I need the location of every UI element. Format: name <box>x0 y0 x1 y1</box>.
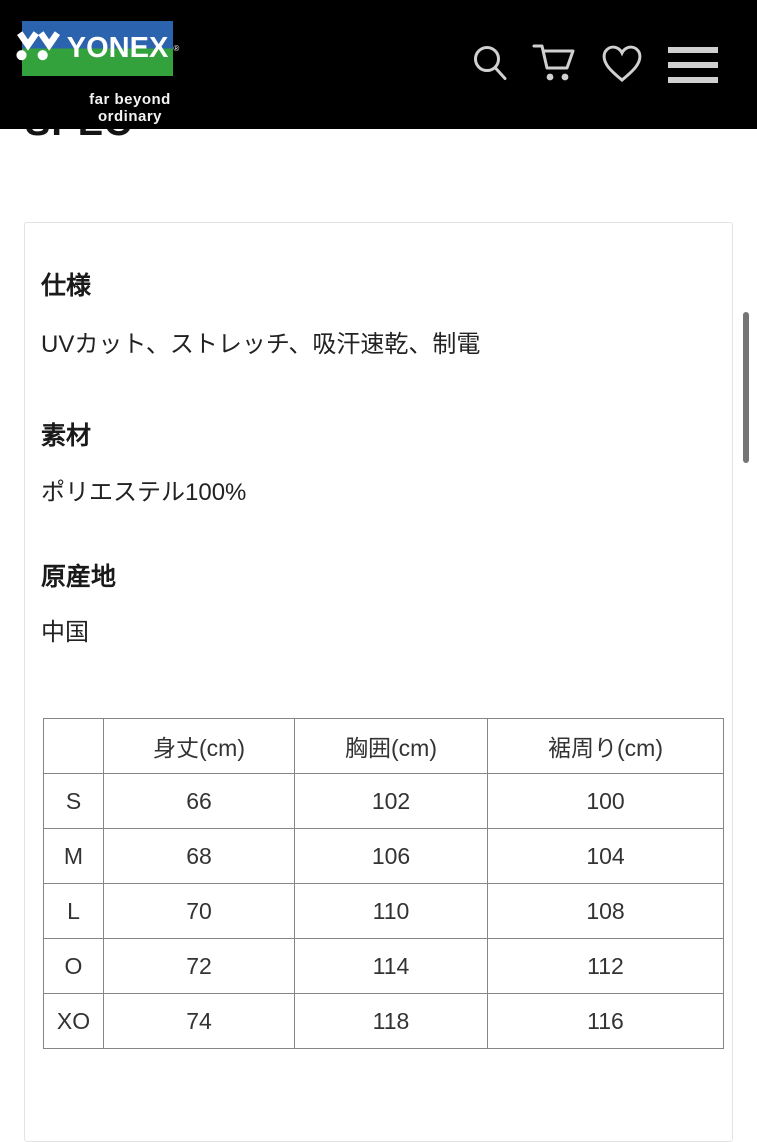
table-row: S 66 102 100 <box>43 773 724 829</box>
origin-value: 中国 <box>41 619 89 646</box>
registered-mark: ® <box>173 44 180 53</box>
measurement-cell: 68 <box>103 828 295 884</box>
site-header: YONEX ® far beyond ordinary <box>0 0 757 129</box>
length-column-header: 身丈(cm) <box>103 718 295 774</box>
origin-label: 原産地 <box>41 563 117 591</box>
table-row: O 72 114 112 <box>43 938 724 994</box>
size-table-body: S 66 102 100 M 68 106 104 L 70 110 108 O 72 114 112 XO 74… <box>43 773 724 1049</box>
measurement-cell: 70 <box>103 883 295 939</box>
table-row: L 70 110 108 <box>43 883 724 939</box>
specs-label: 仕様 <box>41 272 92 300</box>
measurement-cell: 110 <box>294 883 488 939</box>
measurement-cell: 112 <box>487 938 724 994</box>
hem-column-header: 裾周り(cm) <box>487 718 724 774</box>
logo-wordmark: YONEX <box>66 32 169 64</box>
table-row: XO 74 118 116 <box>43 993 724 1049</box>
size-label-cell: S <box>43 773 104 829</box>
size-label-cell: M <box>43 828 104 884</box>
material-label: 素材 <box>41 422 92 450</box>
table-header-row: 身丈(cm) 胸囲(cm) 裾周り(cm) <box>43 718 724 774</box>
measurement-cell: 118 <box>294 993 488 1049</box>
measurement-cell: 74 <box>103 993 295 1049</box>
material-value: ポリエステル100% <box>41 479 247 506</box>
logo-tagline: far beyond ordinary <box>89 91 171 125</box>
measurement-cell: 104 <box>487 828 724 884</box>
size-label-cell: O <box>43 938 104 994</box>
size-column-header <box>43 718 104 774</box>
measurement-cell: 102 <box>294 773 488 829</box>
size-chart-table: 身丈(cm) 胸囲(cm) 裾周り(cm) S 66 102 100 M 68 106 104… <box>43 718 724 1049</box>
measurement-cell: 108 <box>487 883 724 939</box>
measurement-cell: 106 <box>294 828 488 884</box>
size-label-cell: L <box>43 883 104 939</box>
yonex-logo-mark-icon <box>16 31 62 66</box>
measurement-cell: 72 <box>103 938 295 994</box>
chest-column-header: 胸囲(cm) <box>294 718 488 774</box>
yonex-logo[interactable]: YONEX ® <box>16 21 179 76</box>
specs-value: UVカット、ストレッチ、吸汗速乾、制電 <box>41 331 481 358</box>
measurement-cell: 114 <box>294 938 488 994</box>
size-label-cell: XO <box>43 993 104 1049</box>
search-icon[interactable] <box>472 44 508 82</box>
measurement-cell: 66 <box>103 773 295 829</box>
table-row: M 68 106 104 <box>43 828 724 884</box>
measurement-cell: 100 <box>487 773 724 829</box>
menu-icon[interactable] <box>667 45 719 85</box>
scrollbar-thumb[interactable] <box>743 312 749 463</box>
spec-card: 仕様 UVカット、ストレッチ、吸汗速乾、制電 素材 ポリエステル100% 原産地… <box>24 222 733 1142</box>
measurement-cell: 116 <box>487 993 724 1049</box>
cart-icon[interactable] <box>530 40 580 90</box>
heart-icon[interactable] <box>601 44 643 84</box>
